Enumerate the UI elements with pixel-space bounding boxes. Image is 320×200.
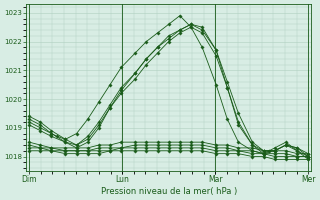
- X-axis label: Pression niveau de la mer( hPa ): Pression niveau de la mer( hPa ): [100, 187, 237, 196]
